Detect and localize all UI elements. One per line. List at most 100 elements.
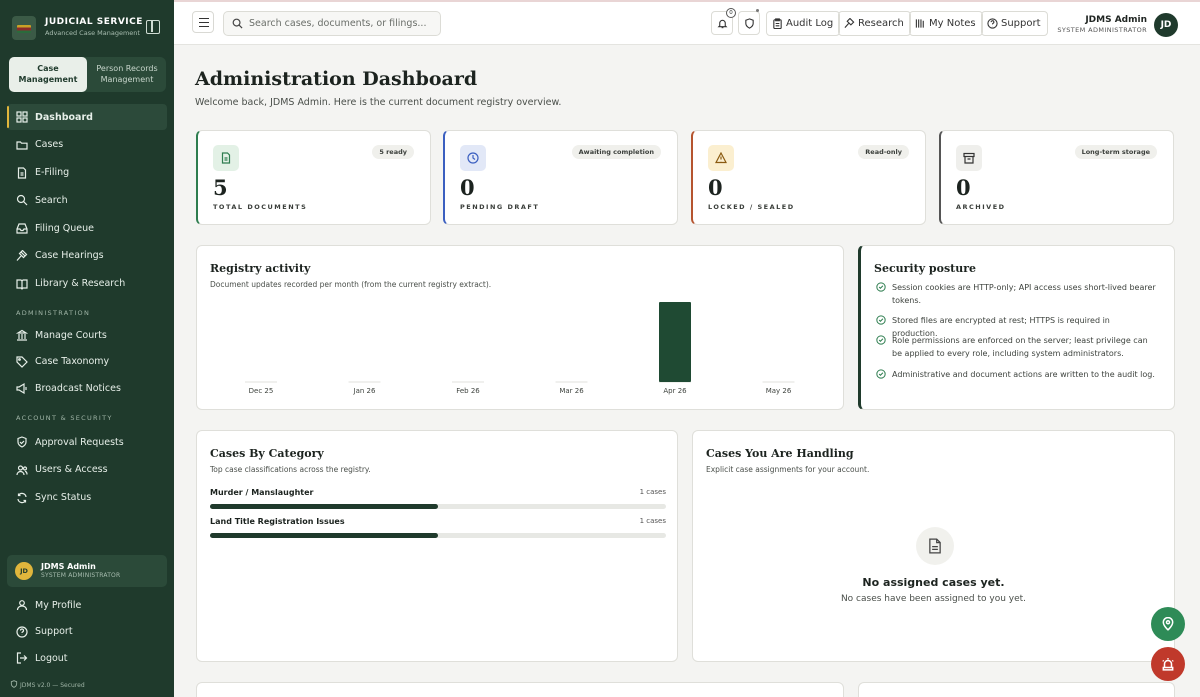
category-name: Murder / Manslaughter xyxy=(210,488,314,497)
x-tick-label: Jan 26 xyxy=(353,387,376,395)
category-row[interactable]: Land Title Registration Issues 1 cases xyxy=(210,517,666,538)
stat-card-total-documents[interactable]: 5 ready 5 TOTAL DOCUMENTS xyxy=(196,130,431,225)
sidebar-item-support[interactable]: Support xyxy=(7,619,167,645)
search-placeholder: Search cases, documents, or filings... xyxy=(249,18,427,29)
sidebar-item-broadcast-notices[interactable]: Broadcast Notices xyxy=(7,375,167,401)
document-icon xyxy=(213,145,239,171)
user-icon xyxy=(16,600,28,611)
document-icon xyxy=(916,527,954,565)
research-button[interactable]: Research xyxy=(838,11,911,36)
topbar: Search cases, documents, or filings... 0… xyxy=(174,0,1200,45)
security-item-text: Stored files are encrypted at rest; HTTP… xyxy=(892,316,1110,338)
mode-person-records[interactable]: Person Records Management xyxy=(96,63,158,84)
sidebar-item-label: Support xyxy=(35,626,73,637)
sidebar-item-search[interactable]: Search xyxy=(7,187,167,213)
footer-nav: My Profile Support Logout xyxy=(7,592,167,671)
help-circle-icon xyxy=(987,18,998,29)
support-button[interactable]: Support xyxy=(981,11,1048,36)
version-label: JDMS v2.0 — Secured xyxy=(20,682,85,689)
sidebar-item-logout[interactable]: Logout xyxy=(7,645,167,671)
category-name: Land Title Registration Issues xyxy=(210,517,345,526)
sidebar-collapse-icon[interactable] xyxy=(146,20,160,34)
sidebar-item-case-hearings[interactable]: Case Hearings xyxy=(7,243,167,269)
security-item-text: Administrative and document actions are … xyxy=(892,370,1155,379)
clipboard-icon xyxy=(773,18,782,29)
empty-state-subtitle: No cases have been assigned to you yet. xyxy=(840,594,1027,604)
security-button[interactable] xyxy=(738,9,760,35)
bell-icon xyxy=(717,19,728,29)
topbar-user[interactable]: JDMS Admin SYSTEM ADMINISTRATOR xyxy=(1057,15,1147,34)
sidebar-item-users-access[interactable]: Users & Access xyxy=(7,457,167,483)
sidebar-user-card[interactable]: JD JDMS Admin SYSTEM ADMINISTRATOR xyxy=(7,555,167,587)
stat-value: 0 xyxy=(460,175,475,200)
sidebar-item-label: Sync Status xyxy=(35,492,92,504)
sidebar-item-sync-status[interactable]: Sync Status xyxy=(7,485,167,511)
main-nav: Dashboard Cases E-Filing Search Filing Q… xyxy=(7,104,167,297)
sidebar-item-cases[interactable]: Cases xyxy=(7,132,167,158)
users-icon xyxy=(16,465,28,475)
registry-chart: Dec 25 Jan 26 Feb 26 Mar 26 Apr 26 May 26 xyxy=(245,302,795,395)
check-circle-icon xyxy=(876,282,886,292)
sidebar-item-label: E-Filing xyxy=(35,167,70,179)
account-nav: Approval Requests Users & Access Sync St… xyxy=(7,429,167,511)
security-item: Stored files are encrypted at rest; HTTP… xyxy=(876,314,1156,340)
stat-card-locked-sealed[interactable]: Read-only 0 LOCKED / SEALED xyxy=(691,130,926,225)
search-input[interactable]: Search cases, documents, or filings... xyxy=(223,11,441,36)
inbox-icon xyxy=(16,223,28,234)
alert-fab-button[interactable] xyxy=(1151,647,1185,681)
page-title: Administration Dashboard xyxy=(195,68,478,90)
menu-toggle-button[interactable] xyxy=(192,11,214,33)
search-icon xyxy=(16,195,28,206)
sidebar-item-manage-courts[interactable]: Manage Courts xyxy=(7,322,167,348)
topbar-user-role: SYSTEM ADMINISTRATOR xyxy=(1057,26,1147,34)
location-fab-button[interactable] xyxy=(1151,607,1185,641)
stat-value: 0 xyxy=(708,175,723,200)
partial-card-right xyxy=(858,682,1175,697)
sidebar-item-my-profile[interactable]: My Profile xyxy=(7,592,167,618)
category-count: 1 cases xyxy=(639,488,666,496)
sidebar-item-label: My Profile xyxy=(35,599,82,611)
my-notes-label: My Notes xyxy=(929,18,976,29)
partial-card-left xyxy=(196,682,844,697)
nav-section-administration: ADMINISTRATION xyxy=(16,309,91,317)
sidebar-item-label: Users & Access xyxy=(35,464,108,476)
category-row[interactable]: Murder / Manslaughter 1 cases xyxy=(210,488,666,509)
stat-label: TOTAL DOCUMENTS xyxy=(213,203,308,211)
nav-section-account-security: ACCOUNT & SECURITY xyxy=(16,414,113,422)
tags-icon xyxy=(16,355,28,368)
sidebar-item-label: Case Hearings xyxy=(35,250,104,262)
x-tick-label: Mar 26 xyxy=(559,387,584,395)
notifications-button[interactable]: 0 xyxy=(711,8,736,35)
sidebar-item-label: Broadcast Notices xyxy=(35,382,121,394)
archive-icon xyxy=(956,145,982,171)
x-tick-label: Dec 25 xyxy=(249,387,274,395)
gavel-icon xyxy=(16,249,28,261)
card-subtitle: Explicit case assignments for your accou… xyxy=(706,465,870,474)
sidebar-item-label: Manage Courts xyxy=(35,329,107,341)
avatar[interactable]: JD xyxy=(1154,13,1178,37)
sidebar-item-dashboard[interactable]: Dashboard xyxy=(7,104,167,130)
sidebar-user-name: JDMS Admin xyxy=(41,562,96,571)
x-tick-label: Feb 26 xyxy=(456,387,480,395)
stat-card-archived[interactable]: Long-term storage 0 ARCHIVED xyxy=(939,130,1174,225)
sidebar-item-case-taxonomy[interactable]: Case Taxonomy xyxy=(7,349,167,375)
audit-log-button[interactable]: Audit Log xyxy=(766,11,841,36)
brand: JUDICIAL SERVICE Advanced Case Managemen… xyxy=(12,14,166,42)
my-notes-button[interactable]: My Notes xyxy=(909,11,983,36)
stat-card-pending-draft[interactable]: Awaiting completion 0 PENDING DRAFT xyxy=(443,130,678,225)
category-progress-bar xyxy=(210,504,666,509)
sidebar-item-efiling[interactable]: E-Filing xyxy=(7,160,167,186)
category-count: 1 cases xyxy=(639,517,666,525)
status-badge: Read-only xyxy=(858,145,909,159)
security-item: Role permissions are enforced on the ser… xyxy=(876,334,1156,360)
chart-bar[interactable] xyxy=(659,302,691,382)
sidebar-item-approval-requests[interactable]: Approval Requests xyxy=(7,429,167,455)
status-badge: 5 ready xyxy=(372,145,414,159)
security-item-text: Session cookies are HTTP-only; API acces… xyxy=(892,283,1156,305)
card-title: Security posture xyxy=(874,262,977,275)
sidebar-item-library[interactable]: Library & Research xyxy=(7,271,167,297)
logout-icon xyxy=(16,652,28,664)
sidebar: JUDICIAL SERVICE Advanced Case Managemen… xyxy=(0,0,174,697)
mode-case-management[interactable]: Case Management xyxy=(9,57,87,92)
sidebar-item-filing-queue[interactable]: Filing Queue xyxy=(7,215,167,241)
